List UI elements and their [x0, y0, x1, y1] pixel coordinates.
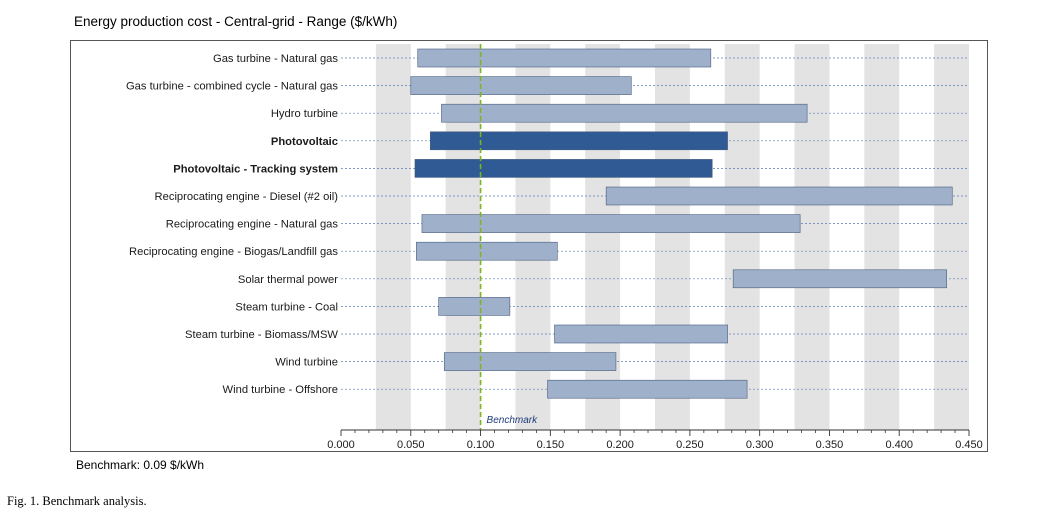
bg-stripe — [375, 44, 411, 430]
range-bar — [417, 48, 712, 68]
category-label: Wind turbine - Offshore — [223, 384, 338, 396]
benchmark-label: Benchmark — [487, 415, 539, 426]
x-axis: 0.000 0.050 0.100 0.150 0.200 0.250 0.300 0.350… — [327, 429, 983, 451]
category-label: Reciprocating engine - Natural gas — [166, 219, 339, 231]
bg-stripe — [934, 44, 969, 430]
range-bars — [410, 48, 953, 399]
bg-stripe — [445, 44, 481, 430]
range-bar — [443, 352, 617, 371]
category-label: Gas turbine - combined cycle - Natural g… — [126, 81, 338, 93]
range-bar — [414, 159, 713, 178]
category-label: Reciprocating engine - Biogas/Landfill g… — [129, 246, 338, 258]
x-tick-label: 0.200 — [606, 439, 634, 451]
range-bar — [421, 214, 801, 233]
bg-stripe — [585, 44, 621, 430]
range-bar — [441, 103, 808, 123]
bg-stripe — [515, 44, 551, 430]
range-bar — [430, 131, 728, 151]
x-tick-label: 0.100 — [467, 439, 495, 451]
bg-stripe — [794, 44, 830, 430]
x-tick-label: 0.400 — [885, 439, 913, 451]
category-label: Wind turbine — [275, 357, 338, 369]
x-tick-label: 0.250 — [676, 439, 704, 451]
category-label: Steam turbine - Coal — [235, 301, 338, 313]
category-label: Steam turbine - Biomass/MSW — [185, 329, 338, 341]
range-bar — [554, 324, 728, 344]
figure-caption: Fig. 1. Benchmark analysis. — [7, 494, 147, 508]
category-label: Solar thermal power — [238, 274, 338, 286]
range-bar — [547, 379, 748, 399]
range-bar — [438, 297, 511, 316]
category-label: Gas turbine - Natural gas — [213, 53, 338, 65]
bg-stripe — [655, 44, 690, 430]
range-bar — [416, 241, 558, 261]
bg-stripe — [864, 44, 900, 430]
category-label: Hydro turbine — [271, 108, 338, 120]
x-tick-label: 0.300 — [746, 439, 774, 451]
category-labels: Gas turbine - Natural gas Gas turbine - c… — [126, 53, 338, 396]
category-label: Reciprocating engine - Diesel (#2 oil) — [155, 191, 339, 203]
range-bar — [732, 269, 947, 289]
category-label: Photovoltaic - Tracking system — [173, 163, 338, 175]
benchmark-group: Benchmark — [479, 44, 539, 430]
background-stripes — [375, 44, 969, 430]
range-bar — [605, 186, 953, 206]
benchmark-footnote: Benchmark: 0.09 $/kWh — [76, 458, 205, 472]
x-tick-label: 0.350 — [816, 439, 844, 451]
bg-stripe — [724, 44, 760, 430]
category-label: Photovoltaic — [271, 136, 338, 148]
x-tick-label: 0.050 — [397, 439, 425, 451]
x-tick-label: 0.150 — [537, 439, 565, 451]
range-bar — [410, 76, 632, 95]
x-tick-label: 0.450 — [955, 439, 983, 451]
chart-title: Energy production cost - Central-grid - … — [74, 14, 398, 29]
x-tick-label: 0.000 — [327, 439, 355, 451]
chart-frame — [70, 40, 988, 452]
